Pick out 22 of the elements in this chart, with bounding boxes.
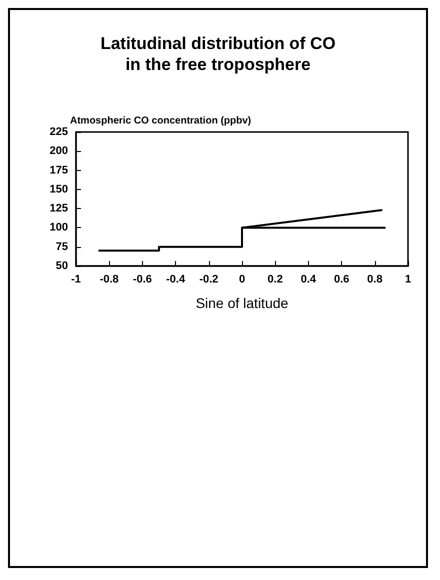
x-tick-label: -1 — [71, 274, 81, 286]
x-tick-label: -0.4 — [166, 274, 186, 286]
y-tick-label: 75 — [56, 240, 68, 253]
y-tick-label: 150 — [50, 183, 68, 196]
x-tick-label: -0.6 — [132, 274, 152, 286]
x-tick-label: -0.2 — [199, 274, 218, 286]
y-axis-title: Atmospheric CO concentration (ppbv) — [70, 116, 252, 126]
y-tick-label: 125 — [50, 202, 68, 215]
x-tick-label: 0.8 — [367, 274, 382, 286]
y-tick-label: 100 — [50, 222, 68, 234]
x-tick-label: 0.2 — [268, 274, 283, 286]
y-tick-label: 200 — [50, 145, 68, 158]
x-tick-label: 0.4 — [300, 274, 317, 286]
x-axis-title: Sine of latitude — [196, 295, 289, 311]
y-tick-label: 225 — [50, 126, 68, 138]
chart-title: Latitudinal distribution of CO in the free troposphere — [100, 34, 336, 74]
x-tick-label: 1 — [404, 274, 412, 286]
x-tick-label: 0.6 — [334, 274, 350, 286]
y-tick-label: 175 — [50, 164, 68, 176]
x-tick-label: -0.8 — [100, 274, 119, 286]
x-tick-label: 0 — [238, 274, 246, 286]
y-tick-label: 50 — [56, 260, 68, 272]
